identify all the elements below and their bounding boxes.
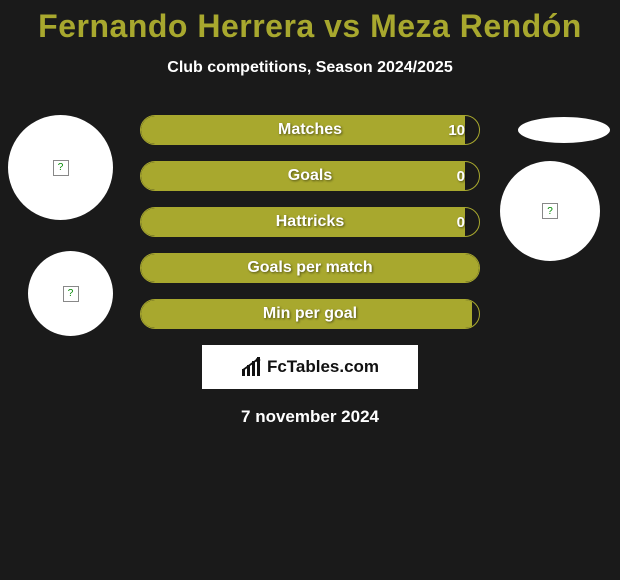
- stats-bars: Matches 10 Goals 0 Hattricks 0 Goals per…: [140, 115, 480, 329]
- brand-box: FcTables.com: [202, 345, 418, 389]
- bar-value: 0: [457, 162, 465, 190]
- stat-bar-hattricks: Hattricks 0: [140, 207, 480, 237]
- bar-label: Goals: [141, 162, 479, 190]
- bar-value: 10: [448, 116, 465, 144]
- image-placeholder-icon: ?: [542, 203, 558, 219]
- stat-bar-min-per-goal: Min per goal: [140, 299, 480, 329]
- stat-bar-matches: Matches 10: [140, 115, 480, 145]
- bar-label: Hattricks: [141, 208, 479, 236]
- image-placeholder-icon: ?: [53, 160, 69, 176]
- content-area: ? ? ? Matches 10 Goals 0 Hattricks 0 Goa…: [0, 115, 620, 427]
- page-title: Fernando Herrera vs Meza Rendón: [0, 0, 620, 45]
- bar-label: Matches: [141, 116, 479, 144]
- page-subtitle: Club competitions, Season 2024/2025: [0, 59, 620, 77]
- brand-text: FcTables.com: [267, 357, 379, 377]
- player-3-avatar-oval: [518, 117, 610, 143]
- bar-label: Goals per match: [141, 254, 479, 282]
- player-4-avatar: ?: [500, 161, 600, 261]
- stat-bar-goals: Goals 0: [140, 161, 480, 191]
- brand-chart-icon: [241, 357, 263, 377]
- player-1-avatar: ?: [8, 115, 113, 220]
- bar-label: Min per goal: [141, 300, 479, 328]
- date-text: 7 november 2024: [0, 407, 620, 427]
- stat-bar-goals-per-match: Goals per match: [140, 253, 480, 283]
- bar-value: 0: [457, 208, 465, 236]
- player-2-avatar: ?: [28, 251, 113, 336]
- image-placeholder-icon: ?: [63, 286, 79, 302]
